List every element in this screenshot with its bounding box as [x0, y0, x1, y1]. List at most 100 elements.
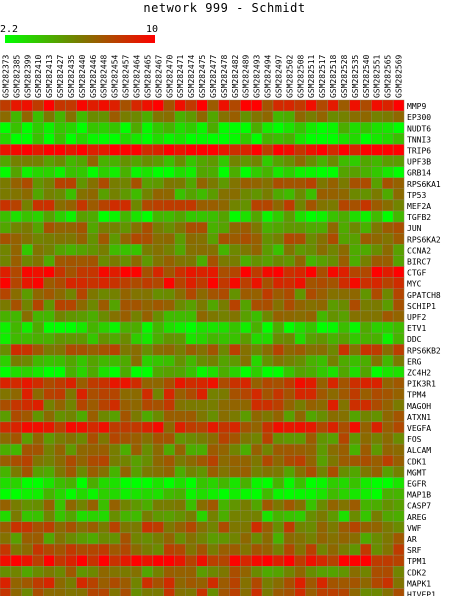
- heatmap-cell: [98, 344, 110, 356]
- heatmap-cell: [32, 332, 44, 345]
- heatmap-cell: [360, 99, 372, 112]
- heatmap-cell: [87, 554, 99, 567]
- heatmap-cell: [382, 455, 394, 467]
- heatmap-cell: [207, 388, 219, 400]
- heatmap-cell: [294, 221, 306, 234]
- column-label: GSM282470: [165, 54, 174, 98]
- row-label: EGFR: [407, 480, 426, 489]
- heatmap-cell: [0, 543, 12, 556]
- row-label: EP300: [407, 113, 431, 122]
- heatmap-cell: [152, 177, 165, 189]
- row-label: CTGF: [407, 269, 426, 278]
- heatmap-cell: [360, 188, 372, 201]
- heatmap-cell: [196, 532, 208, 545]
- heatmap-cell: [327, 321, 339, 334]
- heatmap-cell: [108, 554, 121, 567]
- heatmap-cell: [229, 566, 241, 578]
- heatmap-cell: [21, 443, 33, 456]
- heatmap-cell: [250, 366, 263, 378]
- heatmap-cell: [32, 432, 44, 445]
- heatmap-cell: [218, 577, 230, 589]
- heatmap-cell: [392, 543, 405, 556]
- heatmap-cell: [32, 277, 44, 289]
- heatmap-cell: [272, 188, 285, 201]
- heatmap-cell: [130, 455, 143, 467]
- heatmap-cell: [98, 210, 110, 223]
- heatmap-cell: [229, 532, 241, 545]
- heatmap-cell: [141, 177, 154, 189]
- heatmap-cell: [207, 188, 219, 201]
- heatmap-cell: [119, 410, 132, 423]
- heatmap-cell: [10, 466, 23, 478]
- heatmap-cell: [327, 477, 339, 489]
- heatmap-cell: [392, 466, 405, 478]
- heatmap-cell: [98, 133, 110, 145]
- heatmap-cell: [250, 277, 263, 289]
- heatmap-cell: [54, 221, 66, 234]
- heatmap-cell: [360, 466, 372, 478]
- heatmap-cell: [10, 310, 23, 323]
- heatmap-cell: [207, 477, 219, 489]
- heatmap-cell: [0, 488, 12, 500]
- heatmap-cell: [98, 521, 110, 534]
- row-label: TNNI3: [407, 135, 431, 144]
- heatmap-cell: [54, 244, 66, 256]
- heatmap-cell: [316, 133, 328, 145]
- heatmap-cell: [10, 277, 23, 289]
- heatmap-cell: [87, 288, 99, 301]
- heatmap-cell: [338, 321, 350, 334]
- heatmap-cell: [207, 332, 219, 345]
- heatmap-cell: [250, 566, 263, 578]
- heatmap-cell: [141, 144, 154, 156]
- heatmap-cell: [87, 244, 99, 256]
- heatmap-cell: [338, 521, 350, 534]
- heatmap-cell: [163, 355, 175, 367]
- heatmap-cell: [218, 366, 230, 378]
- heatmap-cell: [392, 554, 405, 567]
- heatmap-cell: [130, 443, 143, 456]
- heatmap-cell: [10, 110, 23, 123]
- heatmap-cell: [32, 110, 44, 123]
- heatmap-cell: [305, 499, 317, 511]
- heatmap-cell: [130, 199, 143, 212]
- heatmap-cell: [152, 588, 165, 596]
- heatmap-cell: [87, 410, 99, 423]
- heatmap-cell: [360, 166, 372, 178]
- heatmap-cell: [327, 155, 339, 167]
- heatmap-cell: [327, 99, 339, 112]
- heatmap-cell: [21, 299, 33, 312]
- heatmap-cell: [0, 410, 12, 423]
- heatmap-cell: [119, 110, 132, 123]
- heatmap-cell: [261, 466, 274, 478]
- row-label: NUDT6: [407, 124, 431, 133]
- heatmap-cell: [240, 133, 252, 145]
- heatmap-cell: [185, 510, 197, 523]
- heatmap-cell: [283, 377, 296, 389]
- heatmap-cell: [87, 399, 99, 412]
- heatmap-cell: [196, 399, 208, 412]
- heatmap-cell: [108, 344, 121, 356]
- heatmap-cell: [327, 510, 339, 523]
- heatmap-cell: [0, 133, 12, 145]
- heatmap-cell: [272, 566, 285, 578]
- heatmap-cell: [43, 332, 55, 345]
- heatmap-cell: [207, 510, 219, 523]
- heatmap-cell: [54, 421, 66, 434]
- heatmap-cell: [283, 366, 296, 378]
- heatmap-cell: [283, 355, 296, 367]
- heatmap-cell: [371, 499, 383, 511]
- heatmap-cell: [272, 110, 285, 123]
- heatmap-cell: [76, 133, 88, 145]
- heatmap-cell: [327, 177, 339, 189]
- heatmap-cell: [174, 177, 186, 189]
- heatmap-cell: [0, 566, 12, 578]
- heatmap-cell: [196, 588, 208, 596]
- column-label: GSM282399: [23, 54, 32, 98]
- heatmap-cell: [305, 110, 317, 123]
- row-label: FOS: [407, 435, 422, 444]
- heatmap-cell: [32, 310, 44, 323]
- heatmap-cell: [371, 488, 383, 500]
- heatmap-cell: [338, 443, 350, 456]
- heatmap-cell: [360, 310, 372, 323]
- heatmap-cell: [294, 377, 306, 389]
